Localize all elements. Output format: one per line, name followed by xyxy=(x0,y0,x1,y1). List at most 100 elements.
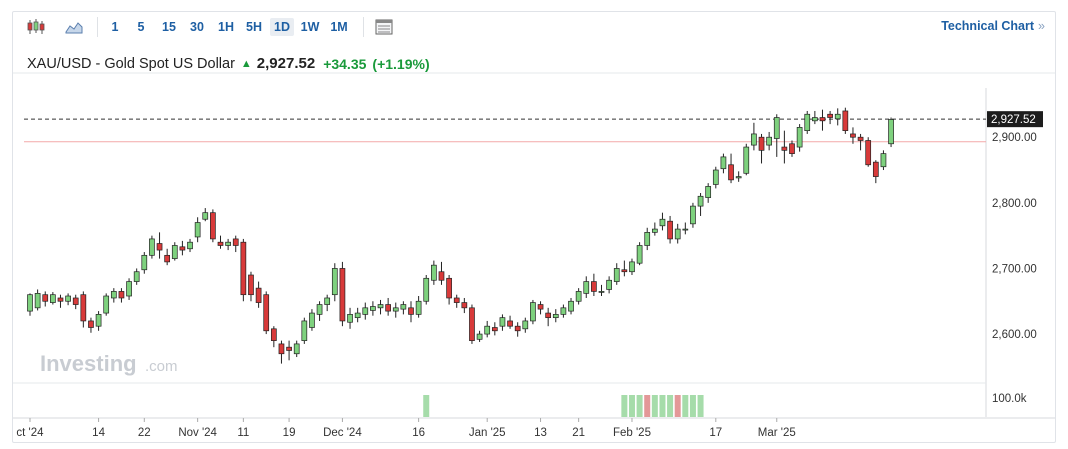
technical-chart-link[interactable]: Technical Chart» xyxy=(941,19,1045,33)
candle-body[interactable] xyxy=(80,294,87,322)
candle-body[interactable] xyxy=(644,232,651,246)
candle-body[interactable] xyxy=(339,268,346,322)
candle-body[interactable] xyxy=(126,281,132,297)
candle-body[interactable] xyxy=(248,274,254,296)
candle-body[interactable] xyxy=(27,294,33,312)
timeframe-1m[interactable]: 1M xyxy=(330,20,348,34)
candle-body[interactable] xyxy=(72,297,79,305)
candle-body[interactable] xyxy=(850,133,856,138)
candle-body[interactable] xyxy=(255,287,262,303)
candle-body[interactable] xyxy=(164,254,171,263)
candle-body[interactable] xyxy=(743,146,750,174)
candle-body[interactable] xyxy=(674,228,681,240)
candle-body[interactable] xyxy=(812,117,818,122)
candle-body[interactable] xyxy=(377,304,384,309)
candle-body[interactable] xyxy=(499,317,506,327)
candle-body[interactable] xyxy=(789,143,795,154)
candle-body[interactable] xyxy=(263,294,270,332)
candle-body[interactable] xyxy=(659,218,666,227)
candle-body[interactable] xyxy=(278,343,285,355)
candle-body[interactable] xyxy=(804,113,811,132)
candle-body[interactable] xyxy=(171,245,178,259)
candle-body[interactable] xyxy=(522,320,529,330)
candle-body[interactable] xyxy=(751,133,757,146)
candle-body[interactable] xyxy=(400,304,407,310)
candle-body[interactable] xyxy=(834,113,841,120)
candle-body[interactable] xyxy=(842,110,849,132)
candle-body[interactable] xyxy=(385,304,391,312)
candle-body[interactable] xyxy=(613,268,620,282)
candle-body[interactable] xyxy=(491,327,498,332)
candle-body[interactable] xyxy=(728,164,734,181)
candle-body[interactable] xyxy=(423,277,430,302)
candle-body[interactable] xyxy=(880,153,887,168)
candle-body[interactable] xyxy=(331,268,338,296)
candle-body[interactable] xyxy=(57,297,64,302)
candle-body[interactable] xyxy=(34,293,41,309)
candle-body[interactable] xyxy=(667,220,673,240)
candle-body[interactable] xyxy=(347,314,353,323)
candle-body[interactable] xyxy=(712,169,719,185)
candle-body[interactable] xyxy=(484,325,491,335)
candle-body[interactable] xyxy=(324,297,331,305)
candle-body[interactable] xyxy=(545,312,552,319)
candle-body[interactable] xyxy=(888,119,894,145)
candle-body[interactable] xyxy=(202,212,209,220)
timeframe-30[interactable]: 30 xyxy=(190,20,204,34)
candle-body[interactable] xyxy=(133,271,140,282)
candle-body[interactable] xyxy=(316,304,323,315)
candle-body[interactable] xyxy=(301,320,308,341)
timeframe-1w[interactable]: 1W xyxy=(300,20,320,34)
candle-body[interactable] xyxy=(606,279,612,290)
candle-body[interactable] xyxy=(705,186,712,198)
candle-body[interactable] xyxy=(530,302,536,322)
candle-body[interactable] xyxy=(651,228,658,233)
candle-body[interactable] xyxy=(225,241,231,246)
candle-body[interactable] xyxy=(598,291,605,293)
candle-body[interactable] xyxy=(560,307,567,315)
candle-body[interactable] xyxy=(370,306,376,311)
candle-body[interactable] xyxy=(476,333,483,340)
candle-body[interactable] xyxy=(210,212,216,240)
data-table-icon[interactable] xyxy=(373,16,395,38)
candle-body[interactable] xyxy=(293,343,300,355)
timeframe-1[interactable]: 1 xyxy=(111,20,119,34)
candle-body[interactable] xyxy=(95,314,102,327)
candle-body[interactable] xyxy=(682,228,689,231)
candle-body[interactable] xyxy=(796,127,803,148)
candle-body[interactable] xyxy=(141,254,148,271)
candle-body[interactable] xyxy=(636,245,643,264)
candlestick-icon[interactable] xyxy=(25,16,47,38)
candle-body[interactable] xyxy=(50,294,56,303)
candle-body[interactable] xyxy=(697,195,704,207)
candle-body[interactable] xyxy=(187,241,193,250)
candle-body[interactable] xyxy=(309,312,315,328)
candle-body[interactable] xyxy=(568,300,574,312)
candle-body[interactable] xyxy=(354,312,361,319)
candle-body[interactable] xyxy=(735,176,742,179)
candle-body[interactable] xyxy=(766,136,772,146)
candle-body[interactable] xyxy=(415,300,422,315)
candle-body[interactable] xyxy=(507,320,513,327)
timeframe-1d[interactable]: 1D xyxy=(270,18,294,36)
area-chart-icon[interactable] xyxy=(63,16,85,38)
candle-body[interactable] xyxy=(232,238,239,246)
candle-body[interactable] xyxy=(179,246,186,251)
candle-body[interactable] xyxy=(438,271,445,281)
candle-body[interactable] xyxy=(621,269,628,273)
candle-body[interactable] xyxy=(758,136,765,151)
candle-body[interactable] xyxy=(781,146,788,151)
timeframe-1h[interactable]: 1H xyxy=(218,20,234,34)
candle-body[interactable] xyxy=(270,328,277,341)
candle-body[interactable] xyxy=(362,307,369,315)
candle-body[interactable] xyxy=(431,264,437,281)
candle-body[interactable] xyxy=(446,277,452,299)
candle-body[interactable] xyxy=(42,294,49,302)
candle-body[interactable] xyxy=(453,297,460,303)
candle-body[interactable] xyxy=(865,140,872,166)
candle-body[interactable] xyxy=(110,291,117,299)
candle-body[interactable] xyxy=(583,281,590,294)
candle-body[interactable] xyxy=(156,243,163,251)
candle-body[interactable] xyxy=(240,241,247,296)
